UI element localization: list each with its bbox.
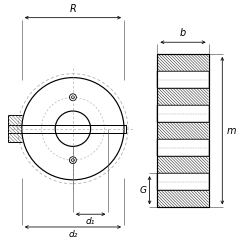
Bar [158, 190, 208, 207]
Bar [158, 71, 208, 88]
Bar [158, 139, 208, 156]
Text: R: R [70, 4, 76, 14]
Text: d₂: d₂ [68, 230, 78, 239]
Bar [158, 156, 208, 173]
Bar [158, 122, 208, 139]
Bar [158, 88, 208, 105]
Bar [158, 190, 208, 207]
Bar [158, 105, 208, 122]
Text: m: m [226, 126, 236, 136]
Bar [158, 156, 208, 173]
Bar [158, 88, 208, 105]
Text: b: b [180, 28, 186, 38]
Bar [158, 54, 208, 71]
Bar [158, 173, 208, 190]
Text: d₁: d₁ [86, 217, 95, 226]
Bar [158, 122, 208, 139]
Text: G: G [140, 186, 146, 195]
Bar [158, 54, 208, 207]
Bar [158, 54, 208, 71]
